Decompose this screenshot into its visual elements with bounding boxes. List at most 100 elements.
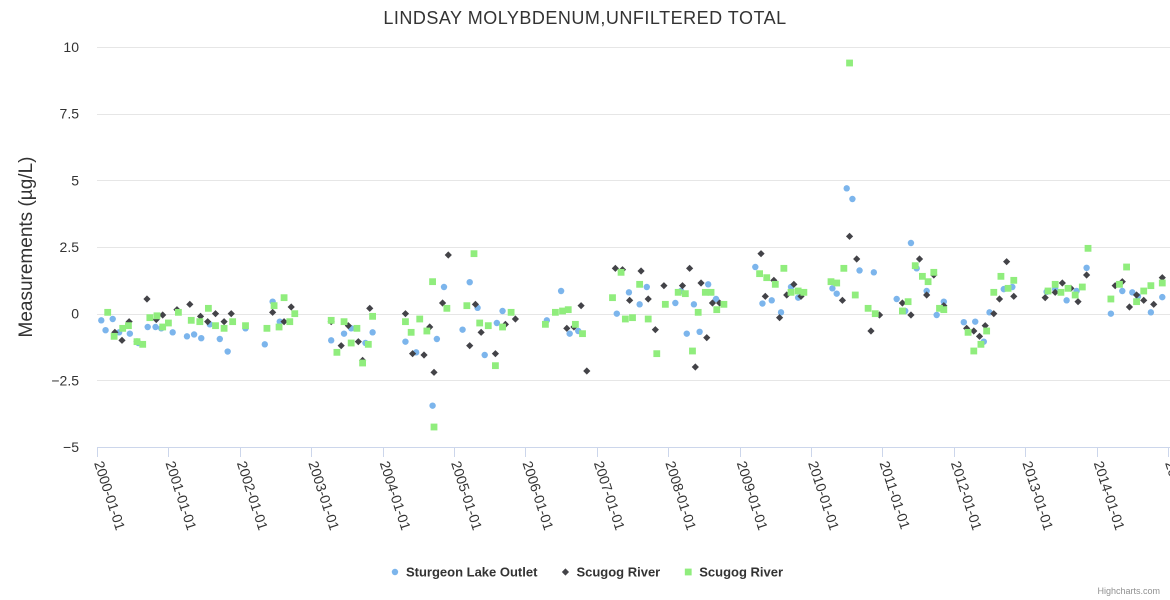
data-point[interactable]: [613, 310, 620, 317]
data-point[interactable]: [660, 282, 668, 290]
data-point[interactable]: [936, 304, 943, 312]
data-point[interactable]: [970, 347, 978, 355]
data-point[interactable]: [438, 299, 447, 307]
data-point[interactable]: [471, 300, 480, 308]
data-point[interactable]: [768, 297, 775, 304]
data-point[interactable]: [1063, 297, 1070, 304]
data-point[interactable]: [703, 334, 711, 342]
data-point[interactable]: [1010, 276, 1018, 284]
data-point[interactable]: [102, 327, 109, 334]
data-point[interactable]: [923, 287, 930, 295]
data-point[interactable]: [541, 320, 549, 328]
data-point[interactable]: [429, 278, 436, 286]
data-point[interactable]: [845, 232, 854, 240]
data-point[interactable]: [269, 308, 277, 316]
data-point[interactable]: [972, 318, 979, 325]
data-point[interactable]: [856, 267, 863, 274]
data-point[interactable]: [557, 287, 565, 295]
data-point[interactable]: [940, 298, 948, 305]
data-point[interactable]: [864, 304, 872, 312]
data-point[interactable]: [369, 312, 377, 320]
data-point[interactable]: [637, 267, 645, 275]
data-point[interactable]: [499, 307, 506, 315]
data-point[interactable]: [109, 315, 116, 323]
data-point[interactable]: [190, 331, 198, 338]
data-point[interactable]: [625, 289, 633, 296]
data-point[interactable]: [466, 279, 473, 286]
data-point[interactable]: [691, 363, 699, 371]
data-point[interactable]: [851, 291, 859, 299]
data-point[interactable]: [907, 239, 915, 247]
data-point[interactable]: [169, 329, 176, 336]
data-point[interactable]: [870, 269, 878, 276]
data-point[interactable]: [1003, 258, 1011, 266]
data-point[interactable]: [1147, 282, 1155, 290]
data-point[interactable]: [493, 319, 501, 327]
legend-item[interactable]: Sturgeon Lake Outlet: [391, 565, 538, 580]
data-point[interactable]: [674, 288, 682, 296]
data-point[interactable]: [196, 312, 205, 320]
data-point[interactable]: [761, 292, 769, 300]
data-point[interactable]: [165, 319, 172, 327]
data-point[interactable]: [402, 338, 409, 345]
data-point[interactable]: [204, 318, 212, 326]
data-point[interactable]: [369, 329, 376, 336]
data-point[interactable]: [626, 296, 634, 304]
data-point[interactable]: [354, 338, 362, 346]
data-point[interactable]: [1083, 271, 1091, 279]
data-point[interactable]: [797, 292, 805, 300]
data-point[interactable]: [499, 323, 506, 331]
data-point[interactable]: [867, 327, 875, 335]
data-point[interactable]: [970, 327, 978, 335]
data-point[interactable]: [875, 311, 884, 319]
data-point[interactable]: [763, 274, 771, 282]
data-point[interactable]: [416, 315, 424, 323]
data-point[interactable]: [771, 280, 779, 288]
data-point[interactable]: [430, 423, 438, 431]
data-point[interactable]: [1116, 280, 1123, 288]
data-point[interactable]: [898, 299, 906, 307]
data-point[interactable]: [1078, 283, 1086, 291]
data-point[interactable]: [477, 328, 485, 336]
data-point[interactable]: [829, 285, 836, 292]
data-point[interactable]: [159, 323, 167, 331]
data-point[interactable]: [340, 330, 348, 337]
data-point[interactable]: [636, 301, 643, 308]
data-point[interactable]: [146, 314, 154, 322]
data-point[interactable]: [261, 341, 268, 348]
data-point[interactable]: [853, 255, 861, 263]
data-point[interactable]: [98, 317, 105, 324]
data-point[interactable]: [364, 340, 372, 348]
data-point[interactable]: [621, 315, 629, 323]
data-point[interactable]: [1107, 310, 1115, 317]
data-point[interactable]: [713, 306, 721, 314]
data-point[interactable]: [126, 330, 134, 337]
data-point[interactable]: [840, 264, 848, 272]
data-point[interactable]: [216, 335, 224, 343]
data-point[interactable]: [787, 288, 795, 296]
data-point[interactable]: [459, 326, 466, 333]
data-point[interactable]: [337, 342, 345, 350]
data-point[interactable]: [683, 330, 690, 337]
data-point[interactable]: [1051, 288, 1059, 296]
data-point[interactable]: [975, 332, 984, 340]
data-point[interactable]: [1057, 288, 1065, 296]
data-point[interactable]: [291, 310, 299, 318]
data-point[interactable]: [1132, 291, 1141, 299]
data-point[interactable]: [564, 306, 572, 314]
data-point[interactable]: [1150, 300, 1158, 308]
data-point[interactable]: [609, 294, 616, 302]
data-point[interactable]: [661, 300, 669, 308]
data-point[interactable]: [118, 336, 126, 344]
data-point[interactable]: [995, 295, 1004, 303]
data-point[interactable]: [1123, 263, 1130, 271]
data-point[interactable]: [716, 299, 724, 307]
data-point[interactable]: [871, 310, 879, 318]
data-point[interactable]: [636, 280, 644, 288]
data-point[interactable]: [433, 335, 441, 343]
data-point[interactable]: [678, 282, 687, 290]
data-point[interactable]: [263, 324, 271, 332]
data-point[interactable]: [689, 347, 696, 355]
data-point[interactable]: [481, 351, 488, 359]
data-point[interactable]: [617, 268, 625, 276]
